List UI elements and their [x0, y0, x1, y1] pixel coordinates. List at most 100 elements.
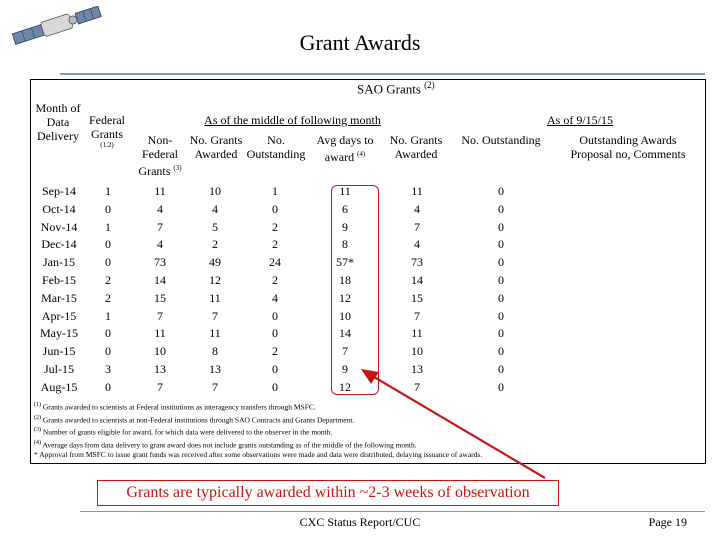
- table-cell-no-outstanding-asof: 0: [498, 308, 504, 323]
- table-cell-federal-grants: 1: [105, 308, 111, 323]
- table-cell-non-federal-grants: 11: [154, 326, 166, 341]
- footer-page-number: Page 19: [648, 515, 687, 529]
- table-cell-avg-days-to-award: 8: [342, 237, 348, 252]
- header-outstanding-awards: Outstanding Awards Proposal no, Comments: [570, 133, 686, 161]
- header-no-grants-awarded-asof: No. Grants Awarded: [389, 133, 443, 161]
- table-cell-no-grants-awarded-asof: 7: [414, 308, 420, 323]
- table-cell-month: Jan-15: [43, 255, 75, 270]
- table-cell-federal-grants: 0: [105, 201, 111, 216]
- satellite-logo: [11, 6, 102, 45]
- table-cell-non-federal-grants: 13: [154, 362, 166, 376]
- table-cell-month: Sep-14: [42, 184, 76, 198]
- table-cell-no-grants-awarded-mid: 11: [209, 326, 221, 341]
- table-cell-non-federal-grants: 73: [154, 255, 166, 270]
- grants-table-frame: [30, 79, 706, 464]
- header-federal-grants: Federal Grants (1,2): [89, 113, 125, 149]
- table-cell-no-grants-awarded-mid: 8: [212, 344, 218, 359]
- table-cell-month: Oct-14: [42, 201, 76, 216]
- table-cell-non-federal-grants: 7: [157, 379, 163, 394]
- table-cell-month: Dec-14: [41, 237, 77, 252]
- table-cell-non-federal-grants: 11: [154, 184, 166, 198]
- table-cell-month: Mar-15: [41, 290, 77, 305]
- table-cell-non-federal-grants: 10: [154, 344, 166, 359]
- table-cell-no-grants-awarded-mid: 4: [212, 201, 218, 216]
- table-cell-avg-days-to-award: 9: [342, 362, 348, 376]
- table-cell-avg-days-to-award: 11: [339, 184, 351, 198]
- table-cell-no-outstanding-asof: 0: [498, 362, 504, 376]
- table-cell-no-grants-awarded-mid: 5: [212, 219, 218, 234]
- table-cell-federal-grants: 1: [105, 219, 111, 234]
- bottom-divider: [80, 511, 705, 512]
- table-cell-non-federal-grants: 15: [154, 290, 166, 305]
- table-cell-no-grants-awarded-mid: 11: [209, 290, 221, 305]
- table-cell-non-federal-grants: 7: [157, 219, 163, 234]
- table-cell-no-grants-awarded-asof: 7: [414, 379, 420, 394]
- table-cell-avg-days-to-award: 10: [339, 308, 351, 323]
- page-title: Grant Awards: [299, 30, 421, 55]
- table-cell-no-outstanding-asof: 0: [498, 379, 504, 394]
- table-cell-no-outstanding-mid: 0: [272, 201, 278, 216]
- table-cell-federal-grants: 0: [105, 237, 111, 252]
- header-month-of-data-delivery: Month of Data Delivery: [35, 101, 81, 143]
- table-cell-no-grants-awarded-asof: 4: [414, 237, 420, 252]
- table-cell-no-grants-awarded-mid: 7: [212, 379, 218, 394]
- table-cell-no-outstanding-mid: 4: [272, 290, 278, 305]
- table-cell-month: Apr-15: [41, 308, 77, 323]
- table-cell-no-outstanding-asof: 0: [498, 219, 504, 234]
- footnotes: (1) Grants awarded to scientists at Fede…: [34, 400, 694, 460]
- table-cell-non-federal-grants: 14: [154, 273, 166, 287]
- table-cell-avg-days-to-award: 7: [342, 344, 348, 359]
- table-cell-no-outstanding-asof: 0: [498, 273, 504, 287]
- table-cell-avg-days-to-award: 6: [342, 201, 348, 216]
- table-cell-avg-days-to-award: 12: [339, 379, 351, 394]
- table-cell-no-outstanding-mid: 2: [272, 219, 278, 234]
- table-cell-no-outstanding-mid: 24: [269, 255, 281, 270]
- header-group-as-of-date: As of 9/15/15: [547, 113, 613, 127]
- table-cell-federal-grants: 0: [105, 326, 111, 341]
- table-cell-federal-grants: 0: [105, 255, 111, 270]
- top-divider: [60, 73, 705, 75]
- table-cell-no-outstanding-mid: 1: [272, 184, 278, 198]
- header-non-federal-grants: Non- Federal Grants (3): [138, 133, 182, 178]
- table-cell-federal-grants: 0: [105, 344, 111, 359]
- table-cell-no-outstanding-asof: 0: [498, 255, 504, 270]
- table-cell-federal-grants: 2: [105, 273, 111, 287]
- table-cell-no-grants-awarded-asof: 14: [411, 273, 423, 287]
- table-cell-federal-grants: 0: [105, 379, 111, 394]
- table-cell-no-grants-awarded-mid: 49: [209, 255, 221, 270]
- table-cell-avg-days-to-award: 9: [342, 219, 348, 234]
- table-cell-federal-grants: 2: [105, 290, 111, 305]
- table-cell-no-grants-awarded-asof: 4: [414, 201, 420, 216]
- table-cell-no-outstanding-mid: 0: [272, 379, 278, 394]
- table-cell-no-grants-awarded-mid: 2: [212, 237, 218, 252]
- table-cell-no-outstanding-asof: 0: [498, 237, 504, 252]
- table-cell-month: Jul-15: [44, 362, 74, 376]
- table-cell-no-outstanding-asof: 0: [498, 344, 504, 359]
- table-cell-no-grants-awarded-mid: 13: [209, 362, 221, 376]
- callout-arrow: [361, 369, 546, 479]
- table-cell-federal-grants: 3: [105, 362, 111, 376]
- header-group-mid-month: As of the middle of following month: [204, 113, 381, 127]
- footnote-3: (3) Number of grants eligible for award,…: [34, 427, 333, 437]
- avg-days-highlight-box: [331, 185, 379, 395]
- table-cell-non-federal-grants: 7: [157, 308, 163, 323]
- table-cell-no-grants-awarded-asof: 15: [411, 290, 423, 305]
- table-cell-no-grants-awarded-asof: 11: [411, 184, 423, 198]
- table-cell-no-outstanding-asof: 0: [498, 290, 504, 305]
- table-cell-no-outstanding-mid: 0: [272, 326, 278, 341]
- footnote-2: (2) Grants awarded to scientists at non-…: [34, 414, 355, 425]
- table-cell-no-outstanding-mid: 2: [272, 237, 278, 252]
- table-cell-no-outstanding-mid: 2: [272, 344, 278, 359]
- table-cell-month: Feb-15: [42, 273, 76, 287]
- table-cell-no-outstanding-asof: 0: [498, 326, 504, 341]
- table-cell-avg-days-to-award: 18: [339, 273, 351, 287]
- header-avg-days-to-award: Avg days to award (4): [316, 133, 374, 164]
- table-cell-month: Aug-15: [40, 379, 78, 394]
- table-cell-no-grants-awarded-asof: 13: [411, 362, 423, 376]
- footer-report-name: CXC Status Report/CUC: [299, 515, 421, 529]
- table-cell-no-outstanding-asof: 0: [498, 184, 504, 198]
- sao-grants-header: SAO Grants (2): [357, 80, 435, 97]
- table-cell-no-outstanding-mid: 0: [272, 362, 278, 376]
- footnote-4: (4) Average days from data delivery to g…: [34, 439, 417, 450]
- table-cell-avg-days-to-award: 14: [339, 326, 351, 341]
